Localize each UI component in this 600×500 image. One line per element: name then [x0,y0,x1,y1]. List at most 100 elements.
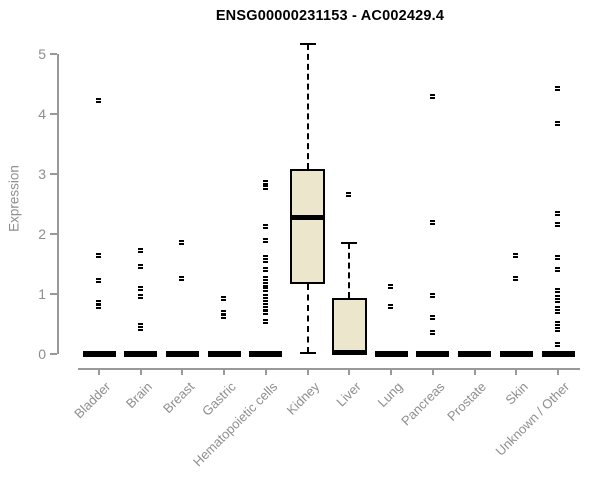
outlier-point [262,303,268,308]
x-axis-tick [306,368,309,375]
outlier-point [262,282,268,287]
zero-box [207,351,241,357]
outlier-point [262,258,268,263]
zero-box [458,351,492,357]
x-axis-tick [348,368,351,375]
outlier-point [137,264,143,269]
median-line [331,350,367,356]
x-axis-tick [431,368,434,375]
outlier-point [555,342,561,347]
outlier-point [555,298,561,304]
outlier-point [346,192,352,197]
outlier-point [137,286,143,292]
outlier-point [555,121,561,127]
median-line [290,214,326,220]
outlier-point [262,319,268,325]
outlier-point [388,304,394,310]
outlier-point [429,315,435,320]
outlier-point [262,276,268,281]
outlier-point [429,94,435,100]
x-tick-label: Brain [123,379,156,412]
x-axis-tick [264,368,267,375]
x-tick-label: Prostate [444,379,490,424]
outlier-point [137,322,143,328]
chart-title: ENSG00000231153 - AC002429.4 [215,8,445,24]
outlier-point [262,294,268,299]
zero-box [541,351,575,357]
outlier-point [513,276,519,281]
lower-whisker [306,283,309,353]
zero-box [499,351,533,357]
x-axis-tick [139,368,142,375]
outlier-point [221,310,227,316]
y-axis-tick [50,353,57,355]
outlier-point [555,309,561,314]
upper-whisker-cap [341,242,358,244]
outlier-point [555,321,561,326]
zero-box [124,351,158,357]
outlier-point [96,97,101,103]
outlier-point [221,313,227,319]
outlier-point [429,292,435,298]
outlier-point [179,276,185,281]
zero-box [165,351,199,357]
y-tick-label: 4 [38,106,46,122]
outlier-point [221,295,227,301]
x-axis-tick [390,368,393,375]
outlier-point [555,222,561,227]
outlier-point [555,255,561,260]
outlier-point [555,295,561,301]
y-axis-tick [50,173,57,175]
box-iqr [290,169,326,284]
y-tick-label: 0 [38,346,46,362]
x-tick-label: Skin [502,379,531,408]
outlier-point [555,267,561,272]
x-axis-tick [98,368,100,375]
outlier-point [137,294,143,299]
upper-whisker-cap [299,42,316,45]
x-tick-label: Kidney [283,379,323,418]
x-tick-label: Pancreas [398,379,448,429]
lower-whisker-cap [299,351,316,354]
upper-whisker [306,43,309,170]
outlier-point [262,267,268,272]
outlier-point [555,324,561,329]
x-axis-tick [557,368,560,375]
y-axis-line [57,54,59,354]
y-axis-tick [50,233,57,235]
outlier-point [555,327,561,332]
outlier-point [262,184,268,190]
y-tick-label: 5 [38,46,46,62]
outlier-point [513,253,519,259]
outlier-point [262,255,268,260]
x-tick-label: Gastric [199,379,239,419]
x-axis-tick [473,368,476,375]
outlier-point [555,288,561,293]
outlier-point [96,300,101,305]
upper-whisker [348,243,351,299]
outlier-point [179,240,185,245]
outlier-point [555,306,561,311]
outlier-point [96,303,101,309]
outlier-point [262,238,268,244]
outlier-point [262,310,268,316]
outlier-point [262,300,268,305]
outlier-point [262,223,268,229]
y-tick-label: 3 [38,166,46,182]
y-axis-tick [50,113,57,115]
x-tick-label: Lung [374,379,406,411]
x-tick-label: Unknown / Other [493,379,573,459]
zero-box [82,351,116,357]
x-tick-label: Breast [159,379,198,417]
x-tick-label: Liver [333,379,364,410]
zero-box [416,351,450,357]
outlier-point [96,253,101,259]
x-axis-tick [223,368,226,375]
zero-box [249,351,283,357]
outlier-point [137,247,143,253]
outlier-point [96,277,101,283]
y-axis-tick [50,53,57,55]
y-axis-tick [50,293,57,295]
zero-box [374,351,408,357]
